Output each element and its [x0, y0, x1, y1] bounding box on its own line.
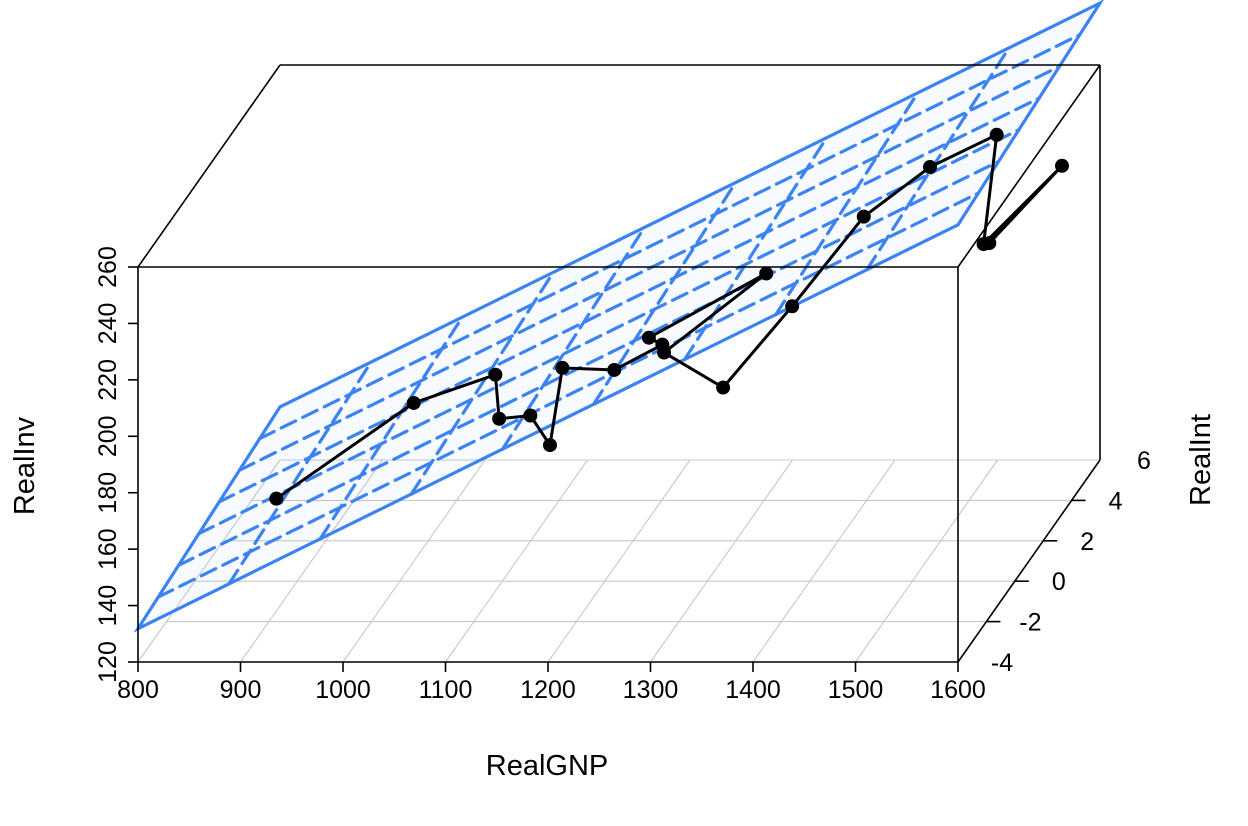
z-tick-label: 140 [94, 585, 122, 627]
box-edge [137, 64, 281, 268]
data-point [269, 491, 284, 506]
data-point [982, 236, 997, 251]
data-point [989, 127, 1004, 142]
y-tick-label: 4 [1109, 487, 1123, 515]
x-tick-label: 1200 [520, 676, 576, 704]
regression-plane-outline [133, 0, 1104, 633]
data-point [716, 380, 731, 395]
data-point [641, 330, 656, 345]
z-tick-label: 200 [94, 415, 122, 457]
data-point [657, 345, 672, 360]
z-tick-label: 160 [94, 528, 122, 570]
data-point [785, 299, 800, 314]
data-point [607, 362, 622, 377]
data-point [406, 395, 421, 410]
data-point [488, 367, 503, 382]
x-tick-label: 800 [117, 676, 159, 704]
z-axis-title: RealInv [9, 416, 41, 515]
plane-grid-dashed-line [683, 136, 829, 362]
axis-ticks: 800 900 1000 1100 1200 1300 1400 1500 1600120140… [94, 246, 1151, 704]
data-point [542, 438, 557, 453]
data-series [269, 127, 1069, 506]
data-point [759, 266, 774, 281]
x-tick-label: 1600 [930, 676, 986, 704]
z-tick-label: 240 [94, 303, 122, 345]
data-point [923, 160, 937, 175]
box-edge [957, 64, 1101, 268]
y-axis-title: RealInt [1185, 414, 1217, 506]
plane-grid-dashed-line [258, 33, 1082, 441]
plane-grid-dashed-line [591, 180, 738, 406]
floor-grid-line [752, 459, 896, 663]
floor-grid-line [137, 459, 281, 663]
floor-grid-line [547, 459, 691, 663]
x-tick-label: 1500 [828, 676, 884, 704]
x-tick-label: 1300 [623, 676, 679, 704]
plane-grid-dashed-line [197, 128, 1021, 536]
x-tick-label: 900 [220, 676, 262, 704]
data-point [492, 411, 507, 426]
floor-grid-line [650, 459, 793, 663]
plane-grid-dashed-line [500, 225, 647, 451]
y-tick-label: 2 [1080, 528, 1094, 556]
floor-grid-line [342, 459, 486, 663]
y-tick-label: 0 [1052, 568, 1066, 596]
x-axis-title: RealGNP [486, 750, 609, 782]
plane-grid-dashed-line [774, 91, 920, 317]
x-tick-label: 1100 [419, 676, 473, 704]
data-point [856, 209, 871, 224]
data-point [555, 360, 570, 375]
z-tick-label: 260 [94, 246, 122, 288]
floor-grid-line [855, 459, 998, 663]
plane-grid-dashed-line [217, 96, 1041, 504]
data-point [523, 408, 538, 423]
floor-grid-line [240, 459, 383, 663]
plane-grid-dashed-line [318, 315, 464, 541]
floor-grid-line [445, 459, 588, 663]
plane-grid-dashed-line [227, 360, 373, 586]
y-tick-label: -2 [1019, 609, 1041, 637]
z-tick-label: 180 [94, 472, 122, 514]
regression-plane [133, 0, 1104, 633]
data-point [1054, 158, 1069, 173]
z-tick-label: 120 [94, 641, 122, 683]
z-tick-label: 220 [94, 359, 122, 401]
regression-plane-fill [138, 3, 1100, 629]
plane-grid-dashed-line [176, 159, 1001, 567]
plane-grid-dashed-line [237, 64, 1062, 472]
plane-grid-dashed-line [156, 191, 980, 599]
plane-grid-dashed-line [865, 46, 1011, 272]
y-tick-label: 6 [1137, 447, 1151, 475]
plane-grid-dashed-line [409, 270, 555, 496]
box-edge [957, 459, 1101, 663]
x-tick-label: 1000 [315, 676, 371, 704]
x-tick-label: 1400 [725, 676, 781, 704]
y-tick-label: -4 [991, 649, 1013, 677]
